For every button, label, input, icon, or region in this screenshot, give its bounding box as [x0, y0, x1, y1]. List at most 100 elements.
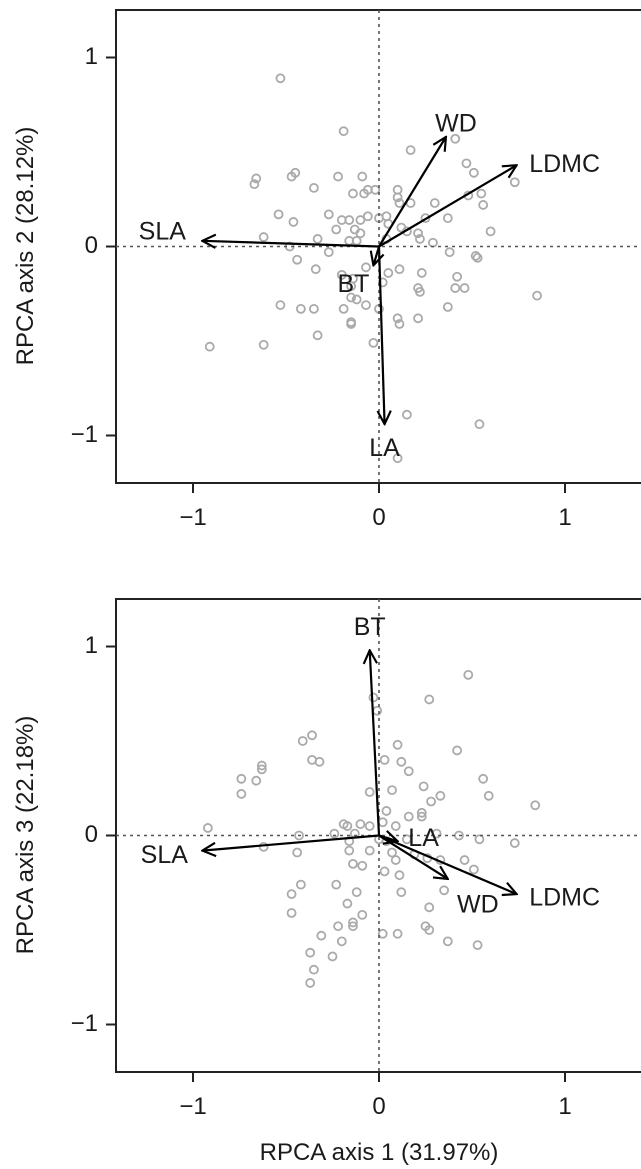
sample-point	[478, 773, 489, 784]
sample-point	[275, 73, 286, 84]
sample-point	[439, 885, 450, 896]
sample-point	[476, 188, 487, 199]
sample-point	[429, 198, 440, 208]
x-axis-title: RPCA axis 1 (31.97%)	[260, 1139, 499, 1166]
sample-point	[323, 209, 334, 220]
sample-point	[415, 286, 425, 297]
sample-point	[258, 339, 269, 350]
sample-point	[394, 264, 405, 275]
sample-point	[485, 226, 496, 237]
sample-point	[392, 928, 403, 939]
sample-point	[251, 173, 262, 184]
sample-point	[310, 264, 321, 275]
sample-point	[394, 319, 405, 329]
sample-point	[370, 184, 381, 195]
sample-point	[416, 811, 427, 822]
sample-point	[364, 821, 375, 831]
sample-point	[305, 947, 316, 958]
sample-point	[348, 917, 358, 928]
sample-point	[336, 936, 347, 947]
y-tick-label: 1	[85, 43, 98, 70]
sample-point	[442, 213, 453, 224]
biplot-panel-axis1-axis3: SLA BT LA WD LDMC −1 0 1 −1 0 1 RPCA axis 3 (22.…	[12, 598, 641, 1166]
sample-point	[392, 453, 403, 464]
sample-point	[424, 902, 435, 913]
sample-point	[362, 211, 373, 222]
sample-point	[392, 192, 403, 203]
sample-point	[383, 268, 394, 278]
x-tick-label: −1	[179, 1093, 206, 1120]
sample-point	[416, 807, 427, 818]
sample-point	[333, 921, 343, 932]
loading-label-ldmc: LDMC	[529, 150, 600, 178]
sample-point	[379, 866, 390, 877]
sample-point	[323, 247, 334, 258]
sample-point	[275, 300, 286, 310]
sample-point	[470, 251, 481, 261]
loading-arrows: SLA WD LDMC BT LA	[139, 109, 600, 461]
x-tick-label: 0	[372, 1093, 385, 1120]
x-tick-label: 1	[558, 1093, 571, 1120]
sample-point	[357, 171, 368, 182]
sample-point	[204, 341, 215, 352]
sample-point	[463, 669, 474, 680]
loading-label-wd: WD	[435, 109, 477, 137]
sample-point	[442, 936, 453, 947]
sample-point	[474, 419, 485, 430]
sample-point	[308, 303, 319, 314]
loading-arrow-wd	[378, 834, 448, 879]
sample-point	[483, 790, 494, 801]
sample-point	[305, 978, 316, 988]
reference-lines	[116, 10, 641, 483]
sample-point	[452, 745, 463, 756]
sample-point	[368, 692, 379, 703]
sample-point	[452, 271, 463, 282]
sample-point	[413, 313, 423, 324]
loading-arrows: SLA BT LA WD LDMC	[141, 613, 600, 919]
y-tick-label: 0	[85, 232, 98, 259]
sample-point	[450, 133, 461, 144]
sample-point	[355, 228, 366, 239]
sample-point	[312, 234, 323, 244]
sample-point	[331, 879, 342, 890]
sample-point	[450, 283, 461, 293]
sample-point	[273, 209, 284, 220]
sample-point	[478, 200, 489, 210]
sample-point	[468, 864, 479, 875]
sample-point	[292, 847, 303, 858]
sample-point	[327, 951, 338, 962]
sample-point	[294, 830, 304, 841]
sample-point	[342, 821, 353, 831]
sample-point	[413, 228, 423, 239]
y-axis: −1 0 1	[71, 43, 116, 448]
sample-point	[390, 821, 401, 831]
sample-point	[364, 845, 375, 856]
sample-point	[308, 964, 319, 975]
sample-point	[442, 302, 453, 312]
sample-point	[288, 217, 299, 227]
sample-point	[459, 855, 470, 865]
sample-point	[392, 739, 403, 750]
sample-point	[316, 930, 327, 941]
loading-arrow-ldmc	[378, 834, 517, 895]
loading-arrow-bt	[370, 650, 381, 836]
sample-point	[415, 234, 425, 244]
sample-point	[351, 887, 362, 898]
y-axis: −1 0 1	[71, 632, 116, 1037]
sample-point	[405, 145, 416, 156]
sample-point	[401, 409, 412, 420]
sample-point	[348, 921, 358, 932]
sample-point	[387, 785, 397, 796]
sample-point	[377, 277, 388, 288]
sample-point	[435, 790, 446, 801]
sample-point	[333, 171, 343, 182]
sample-point	[379, 755, 390, 765]
sample-point	[461, 158, 472, 169]
reference-lines	[116, 599, 641, 1072]
sample-point	[355, 819, 366, 830]
sample-point	[351, 294, 362, 305]
sample-point	[258, 841, 269, 852]
sample-point	[381, 806, 392, 816]
x-tick-label: −1	[179, 504, 206, 531]
